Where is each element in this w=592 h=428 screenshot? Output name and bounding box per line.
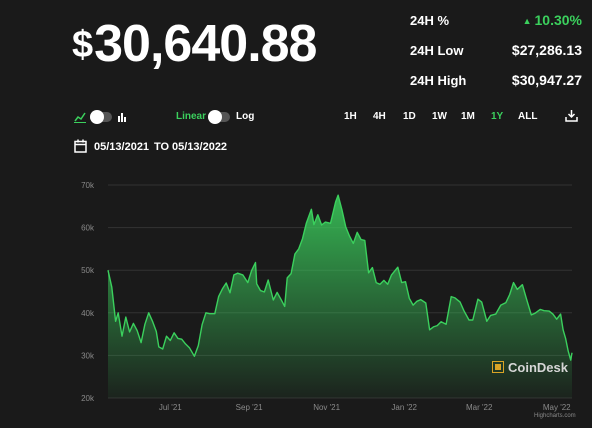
range-1m-button[interactable]: 1M (461, 111, 475, 122)
x-tick-label: May '22 (543, 403, 571, 412)
price-display: $30,640.88 (72, 15, 317, 73)
y-tick-label: 40k (81, 309, 95, 318)
price-line (107, 194, 573, 361)
x-tick-label: Sep '21 (236, 403, 263, 412)
calendar-icon (74, 139, 87, 156)
y-tick-label: 60k (81, 224, 95, 233)
bar-chart-icon[interactable] (117, 110, 127, 128)
chart-type-toggle[interactable] (90, 110, 112, 124)
scale-toggle[interactable] (208, 110, 230, 124)
stat-value: ▲ 10.30% (523, 12, 582, 28)
price-chart-svg: 70k 60k 50k 40k 30k 20k Jul '21 Sep '21 Nov '21 J… (81, 181, 573, 412)
toggle-knob (208, 110, 222, 124)
linear-scale-label[interactable]: Linear (176, 111, 207, 122)
stat-label: 24H High (410, 73, 467, 88)
log-scale-label[interactable]: Log (236, 111, 255, 122)
stat-label: 24H Low (410, 43, 464, 58)
price-area (108, 195, 572, 398)
range-1y-button[interactable]: 1Y (491, 111, 504, 122)
range-1w-button[interactable]: 1W (432, 111, 447, 122)
y-tick-label: 70k (81, 181, 95, 190)
toggle-knob (90, 110, 104, 124)
stat-row-24h-high: 24H High $30,947.27 (410, 68, 582, 98)
range-1h-button[interactable]: 1H (344, 111, 357, 122)
y-tick-label: 20k (81, 394, 95, 403)
currency-symbol: $ (72, 24, 93, 66)
range-1d-button[interactable]: 1D (403, 111, 416, 122)
date-to-label: TO (154, 141, 170, 153)
highcharts-credit[interactable]: Highcharts.com (534, 413, 576, 419)
x-tick-label: Jul '21 (159, 403, 182, 412)
y-tick-label: 30k (81, 351, 95, 360)
up-arrow-icon: ▲ (522, 16, 532, 26)
x-tick-label: Jan '22 (391, 403, 417, 412)
price-chart[interactable]: 70k 60k 50k 40k 30k 20k Jul '21 Sep '21 Nov '21 J… (60, 172, 580, 424)
x-tick-label: Nov '21 (313, 403, 340, 412)
stats-panel: 24H % ▲ 10.30% 24H Low $27,286.13 24H Hig… (410, 8, 582, 98)
download-icon[interactable] (565, 109, 578, 127)
chart-controls: Linear Log 1H 4H 1D 1W 1M 1Y ALL (0, 108, 592, 130)
stat-label: 24H % (410, 13, 450, 28)
range-all-button[interactable]: ALL (518, 111, 538, 122)
price-value: 30,640.88 (94, 15, 317, 73)
line-chart-icon[interactable] (74, 110, 86, 128)
stat-value: $27,286.13 (511, 42, 582, 58)
x-tick-label: Mar '22 (466, 403, 493, 412)
coindesk-logo-icon (492, 361, 504, 373)
stat-value-text: 10.30% (534, 12, 582, 28)
y-tick-label: 50k (81, 266, 95, 275)
watermark-text: CoinDesk (508, 360, 568, 375)
stat-row-24h-percent: 24H % ▲ 10.30% (410, 8, 582, 38)
stat-value: $30,947.27 (511, 72, 582, 88)
stat-row-24h-low: 24H Low $27,286.13 (410, 38, 582, 68)
range-4h-button[interactable]: 4H (373, 111, 386, 122)
date-to[interactable]: 05/13/2022 (172, 141, 228, 153)
date-from[interactable]: 05/13/2021 (94, 141, 150, 153)
